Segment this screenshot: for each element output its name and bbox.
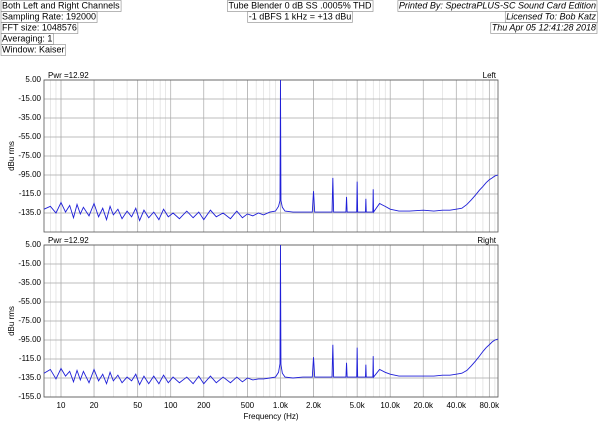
x-tick-label: 5.0k: [350, 401, 366, 410]
x-tick-label: 20.0k: [413, 401, 434, 410]
x-tick-label: 200: [197, 401, 211, 410]
header-text: Both Left and Right Channels: [2, 0, 120, 10]
header-text: Sampling Rate: 192000: [2, 11, 96, 21]
y-tick-label: -55.00: [18, 132, 41, 141]
power-label: Pwr =12.92: [48, 71, 89, 80]
x-tick-label: 500: [241, 401, 255, 410]
y-tick-label: 5.00: [25, 240, 41, 249]
x-tick-label: 100: [164, 401, 178, 410]
y-tick-label: -135.0: [18, 373, 41, 382]
x-tick-label: 1.0k: [273, 401, 289, 410]
channel-label: Left: [483, 71, 497, 80]
x-tick-label: 20: [90, 401, 99, 410]
power-label: Pwr =12.92: [48, 236, 89, 245]
header-box: [0, 44, 66, 56]
x-tick-label: 10.0k: [380, 401, 401, 410]
y-axis-label: dBu rms: [7, 141, 16, 171]
y-tick-label: 5.00: [25, 75, 41, 84]
header-box: [490, 22, 598, 34]
y-tick-label: -75.00: [18, 316, 41, 325]
y-tick-label: -95.00: [18, 335, 41, 344]
header-text: Tube Blender 0 dB SS .0005% THD: [228, 0, 372, 10]
y-tick-label: -15.00: [18, 259, 41, 268]
header-box: [247, 11, 353, 23]
header-text: Thu Apr 05 12:41:28 2018: [492, 22, 596, 32]
header-text: -1 dBFS 1 kHz = +13 dBu: [249, 11, 352, 21]
y-tick-label: -35.00: [18, 113, 41, 122]
header-text: Window: Kaiser: [2, 44, 65, 54]
header-text: FFT size: 1048576: [2, 22, 77, 32]
x-tick-label: 40.0k: [446, 401, 467, 410]
y-tick-label: -155.0: [18, 392, 41, 401]
spectrum-line: [43, 79, 499, 222]
y-tick-label: -55.00: [18, 297, 41, 306]
header-text: Printed By: SpectraPLUS-SC Sound Card Ed…: [399, 0, 596, 10]
y-tick-label: -35.00: [18, 278, 41, 287]
plot-frame: [43, 244, 499, 398]
x-tick-label: 10: [57, 401, 66, 410]
y-tick-label: -115.0: [19, 354, 42, 363]
y-tick-label: -95.00: [18, 170, 41, 179]
x-axis-label: Frequency (Hz): [243, 412, 298, 421]
x-tick-label: 2.0k: [306, 401, 322, 410]
channel-label: Right: [477, 236, 496, 245]
header-text: Averaging: 1: [2, 33, 52, 43]
header-box: [397, 0, 598, 12]
spectrum-line: [43, 244, 499, 386]
y-tick-label: -135.0: [18, 208, 41, 217]
y-axis-label: dBu rms: [7, 306, 16, 336]
y-tick-label: -15.00: [18, 94, 41, 103]
x-tick-label: 80.0k: [480, 401, 501, 410]
y-tick-label: -115.0: [19, 189, 42, 198]
x-tick-label: 50: [133, 401, 142, 410]
plot-frame: [43, 79, 499, 233]
header-text: Licensed To: Bob Katz: [506, 11, 596, 21]
y-tick-label: -75.00: [18, 151, 41, 160]
